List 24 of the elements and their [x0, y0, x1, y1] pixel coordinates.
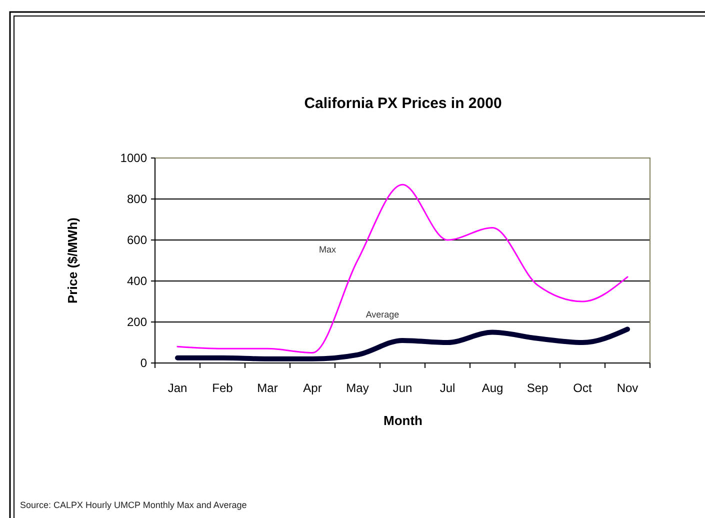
x-tick-label: Jul — [440, 381, 456, 395]
y-tick-label: 800 — [126, 192, 148, 206]
x-tick-label: Aug — [482, 381, 504, 395]
y-axis-title: Price ($/MWh) — [65, 218, 80, 304]
text: Average — [366, 309, 400, 320]
x-tick-label: Jun — [392, 381, 412, 395]
line-series — [176, 184, 628, 354]
x-tick-label: Feb — [212, 381, 234, 395]
x-tick-label: Mar — [257, 381, 278, 395]
y-tick-label: 600 — [126, 233, 148, 248]
x-tick-label: Oct — [573, 381, 592, 395]
chart-title: California PX Prices in 2000 — [304, 95, 502, 112]
text: Max — [318, 244, 336, 254]
y-tick-label: 200 — [126, 315, 148, 330]
source-note: Source: CALPX Hourly UMCP Monthly Max and Average — [20, 500, 247, 510]
x-axis-title: Month — [384, 413, 423, 428]
x-tick-label: Apr — [303, 381, 322, 395]
y-tick-label: 0 — [140, 356, 148, 370]
x-tick-label: Jan — [168, 381, 188, 395]
x-tick-label: May — [346, 381, 369, 395]
x-tick-label: Sep — [526, 381, 548, 395]
y-tick-label: 1000 — [120, 151, 148, 166]
x-tick-label: Nov — [616, 381, 638, 395]
y-tick-label: 400 — [126, 274, 148, 288]
